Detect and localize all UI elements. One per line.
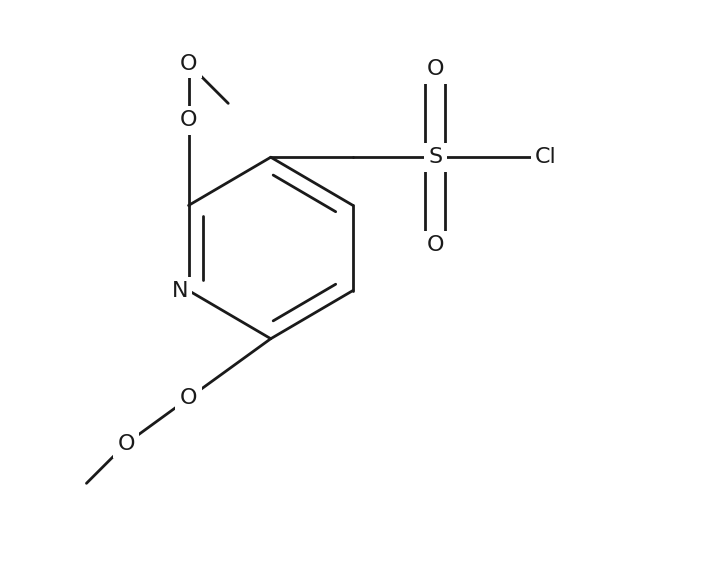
Text: O: O	[180, 388, 197, 408]
Text: Cl: Cl	[534, 147, 556, 167]
Text: O: O	[117, 433, 135, 454]
Text: S: S	[428, 147, 442, 167]
Text: O: O	[426, 235, 444, 255]
Text: O: O	[180, 110, 197, 130]
Text: O: O	[180, 53, 197, 74]
Text: O: O	[426, 59, 444, 80]
Text: N: N	[172, 281, 189, 300]
